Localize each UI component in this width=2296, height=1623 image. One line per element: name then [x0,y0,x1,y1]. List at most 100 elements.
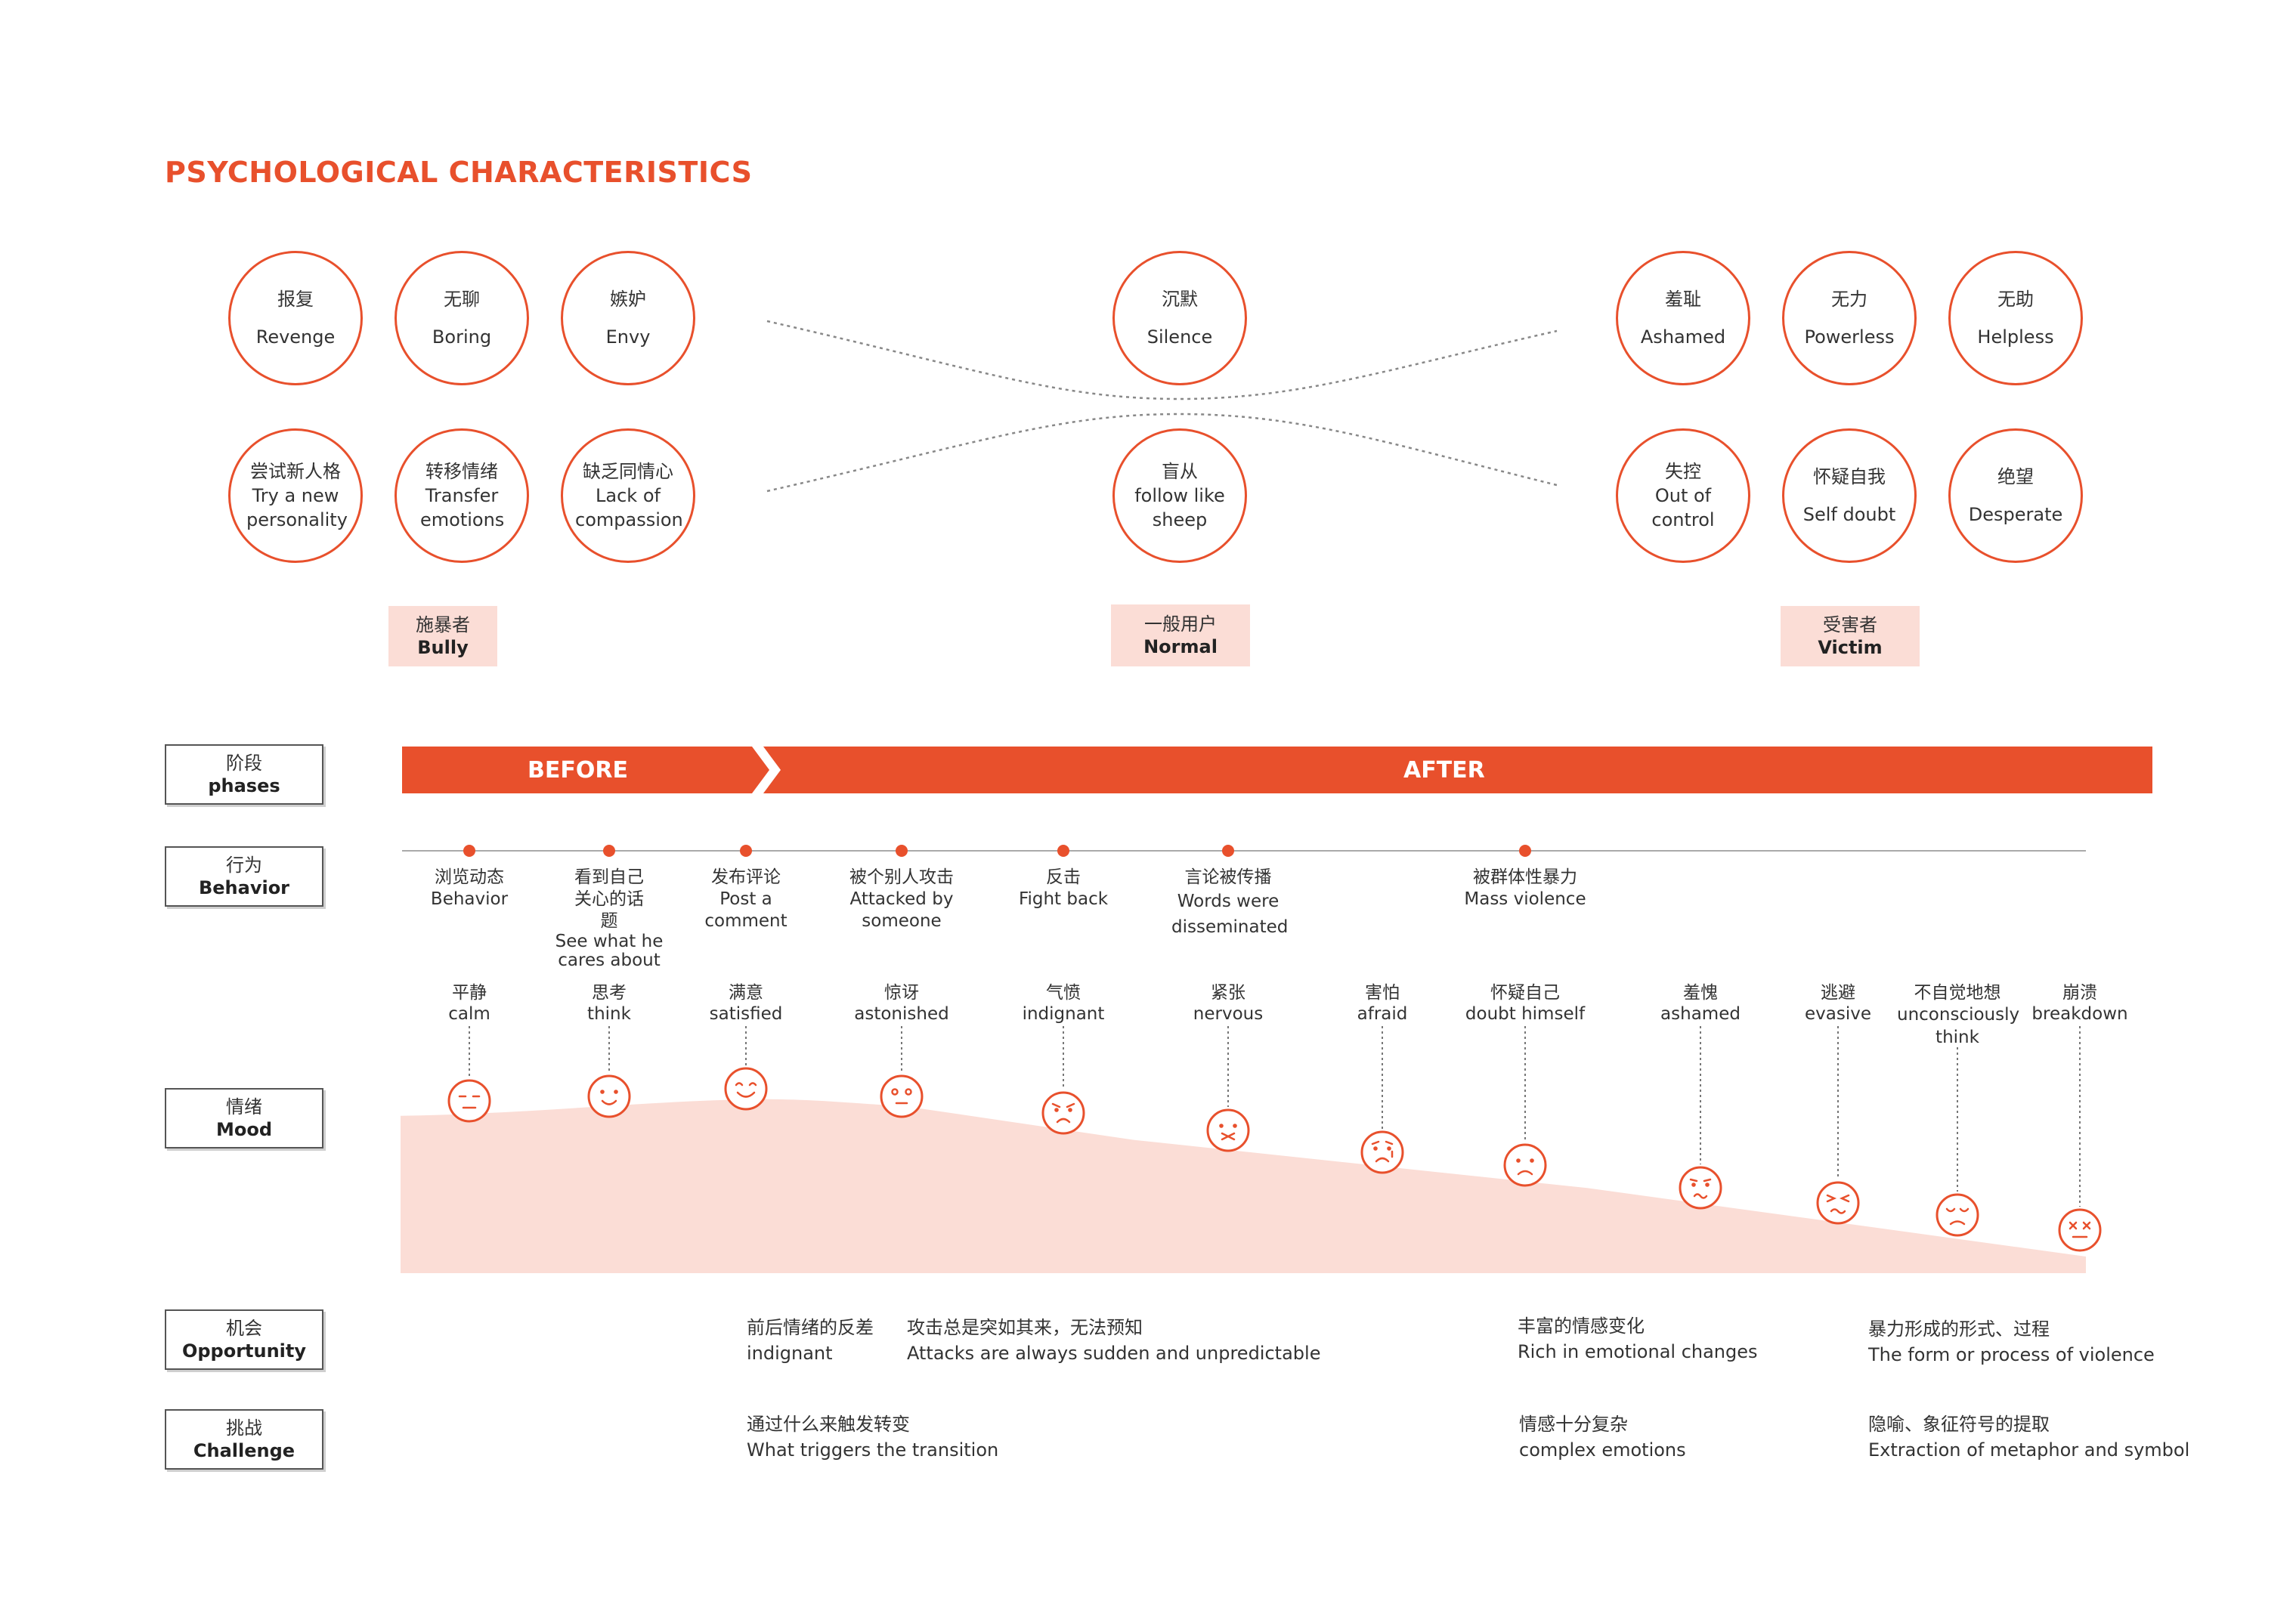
behavior-timeline [402,845,2086,857]
trait-cn: 尝试新人格 [250,461,341,482]
opportunity-cn: 丰富的情感变化 [1518,1315,1645,1337]
role-bully: 施暴者 Bully [388,606,497,666]
mood-label: 思考 think [537,982,681,1025]
trait-ashamed: 羞耻 Ashamed [1616,251,1750,385]
opportunity-en: The form or process of violence [1868,1344,2155,1365]
trait-follow-like-sheep: 盲从 follow like sheep [1112,428,1247,563]
mood-label: 平静 calm [398,982,541,1025]
trait-silence: 沉默 Silence [1112,251,1247,385]
behavior-en: See what he cares about [555,932,664,970]
mood-cn: 气愤 [1046,983,1081,1003]
trait-transfer-emotions: 转移情绪 Transfer emotions [395,428,529,563]
afraid-face-icon [1360,1130,1404,1174]
mood-cn: 平静 [452,983,487,1003]
phase-after-label: AFTER [1403,757,1485,784]
trait-cn: 沉默 [1162,289,1198,310]
trait-en: Out of control [1651,485,1715,530]
trait-powerless: 无力 Powerless [1782,251,1917,385]
mood-label: 羞愧 ashamed [1629,982,1772,1025]
opportunity-cn: 前后情绪的反差 [747,1317,874,1338]
behavior-en: Post a comment [704,889,788,931]
trait-helpless: 无助 Helpless [1948,251,2083,385]
trait-lack-of-compassion: 缺乏同情心 Lack of compassion [561,428,695,563]
behavior-item: 被群体性暴力 Mass violence [1450,867,1601,910]
mood-en: indignant [1022,1004,1105,1024]
breakdown-face-icon [2058,1208,2102,1252]
mood-cn: 害怕 [1365,983,1400,1003]
row-label-cn: 行为 [226,855,262,876]
behavior-cn: 言论被传播 [1184,867,1272,887]
mood-cn: 紧张 [1211,983,1245,1003]
behavior-cn: 看到自己关心的话题 [574,867,644,931]
trait-self-doubt: 怀疑自我 Self doubt [1782,428,1917,563]
mood-cn: 羞愧 [1683,983,1718,1003]
mood-en: doubt himself [1465,1004,1586,1024]
mood-label: 气愤 indignant [992,982,1135,1025]
mood-label: 惊讶 astonished [830,982,973,1025]
behavior-item: 言论被传播 Words were disseminated [1153,867,1304,940]
trait-en: Ashamed [1640,326,1726,348]
evasive-face-icon [1816,1181,1860,1225]
nervous-face-icon [1206,1108,1250,1152]
mood-label: 怀疑自己 doubt himself [1453,982,1597,1025]
mood-chart [401,1026,2102,1273]
sad-face-icon [1503,1143,1547,1187]
trait-cn: 无力 [1831,289,1867,310]
trait-en: Envy [605,326,651,348]
row-label-cn: 情绪 [226,1096,262,1118]
challenge-item: 隐喻、象征符号的提取 Extraction of metaphor and sy… [1868,1411,2189,1463]
mood-label: 逃避 evasive [1766,982,1910,1025]
phase-before-bar [402,747,769,793]
trait-cn: 失控 [1665,461,1701,482]
mood-label: 紧张 nervous [1156,982,1300,1025]
trait-desperate: 绝望 Desperate [1948,428,2083,563]
challenge-cn: 情感十分复杂 [1519,1414,1628,1435]
trait-cn: 无助 [1997,289,2034,310]
opportunity-cn: 暴力形成的形式、过程 [1868,1318,2050,1340]
trait-cn: 缺乏同情心 [583,461,673,482]
behavior-item: 看到自己关心的话题 See what he cares about [534,867,685,970]
phase-before-label: BEFORE [528,757,628,784]
angry-face-icon [1041,1091,1085,1135]
page-title: PSYCHOLOGICAL CHARACTERISTICS [165,156,753,189]
mood-cn: 思考 [592,983,627,1003]
trait-en: Boring [432,326,492,348]
behavior-item: 被个别人攻击 Attacked by someone [826,867,977,932]
challenge-cn: 隐喻、象征符号的提取 [1868,1414,2050,1435]
row-label-en: Opportunity [181,1340,307,1362]
challenge-en: complex emotions [1519,1439,1686,1461]
mood-en: evasive [1805,1004,1871,1024]
trait-cn: 羞耻 [1665,289,1701,310]
row-label-opportunity: 机会 Opportunity [165,1309,323,1370]
trait-en: Revenge [255,326,336,348]
row-label-phases: 阶段 phases [165,744,323,805]
trait-cn: 绝望 [1997,466,2034,487]
challenge-en: Extraction of metaphor and symbol [1868,1439,2190,1461]
opportunity-cn: 攻击总是突如其来，无法预知 [907,1317,1143,1338]
phase-banner [402,747,2152,793]
row-label-en: phases [208,775,280,796]
mood-en: breakdown [2031,1004,2128,1024]
row-label-mood: 情绪 Mood [165,1088,323,1148]
mood-cn: 逃避 [1821,983,1855,1003]
trait-cn: 无聊 [444,289,480,310]
mood-en: nervous [1193,1004,1264,1024]
phase-after-bar [763,747,2152,793]
mood-en: astonished [854,1004,949,1024]
row-label-cn: 阶段 [226,753,262,774]
opportunity-item: 攻击总是突如其来，无法预知 Attacks are always sudden … [907,1315,1320,1366]
challenge-item: 通过什么来触发转变 What triggers the transition [747,1411,998,1463]
mood-label: 满意 satisfied [674,982,818,1025]
trait-boring: 无聊 Boring [395,251,529,385]
trait-en: Helpless [1977,326,2054,348]
role-victim: 受害者 Victim [1781,606,1920,666]
mood-area [401,1099,2086,1273]
role-en: Normal [1143,636,1218,657]
opportunity-en: Attacks are always sudden and unpredicta… [907,1343,1321,1364]
surprised-face-icon [880,1074,924,1118]
mood-en: afraid [1357,1004,1408,1024]
mood-en: ashamed [1660,1004,1741,1024]
mood-label: 不自觉地想 unconsciously think [1886,982,2029,1049]
mood-cn: 满意 [729,983,763,1003]
neutral-face-icon [447,1079,491,1123]
